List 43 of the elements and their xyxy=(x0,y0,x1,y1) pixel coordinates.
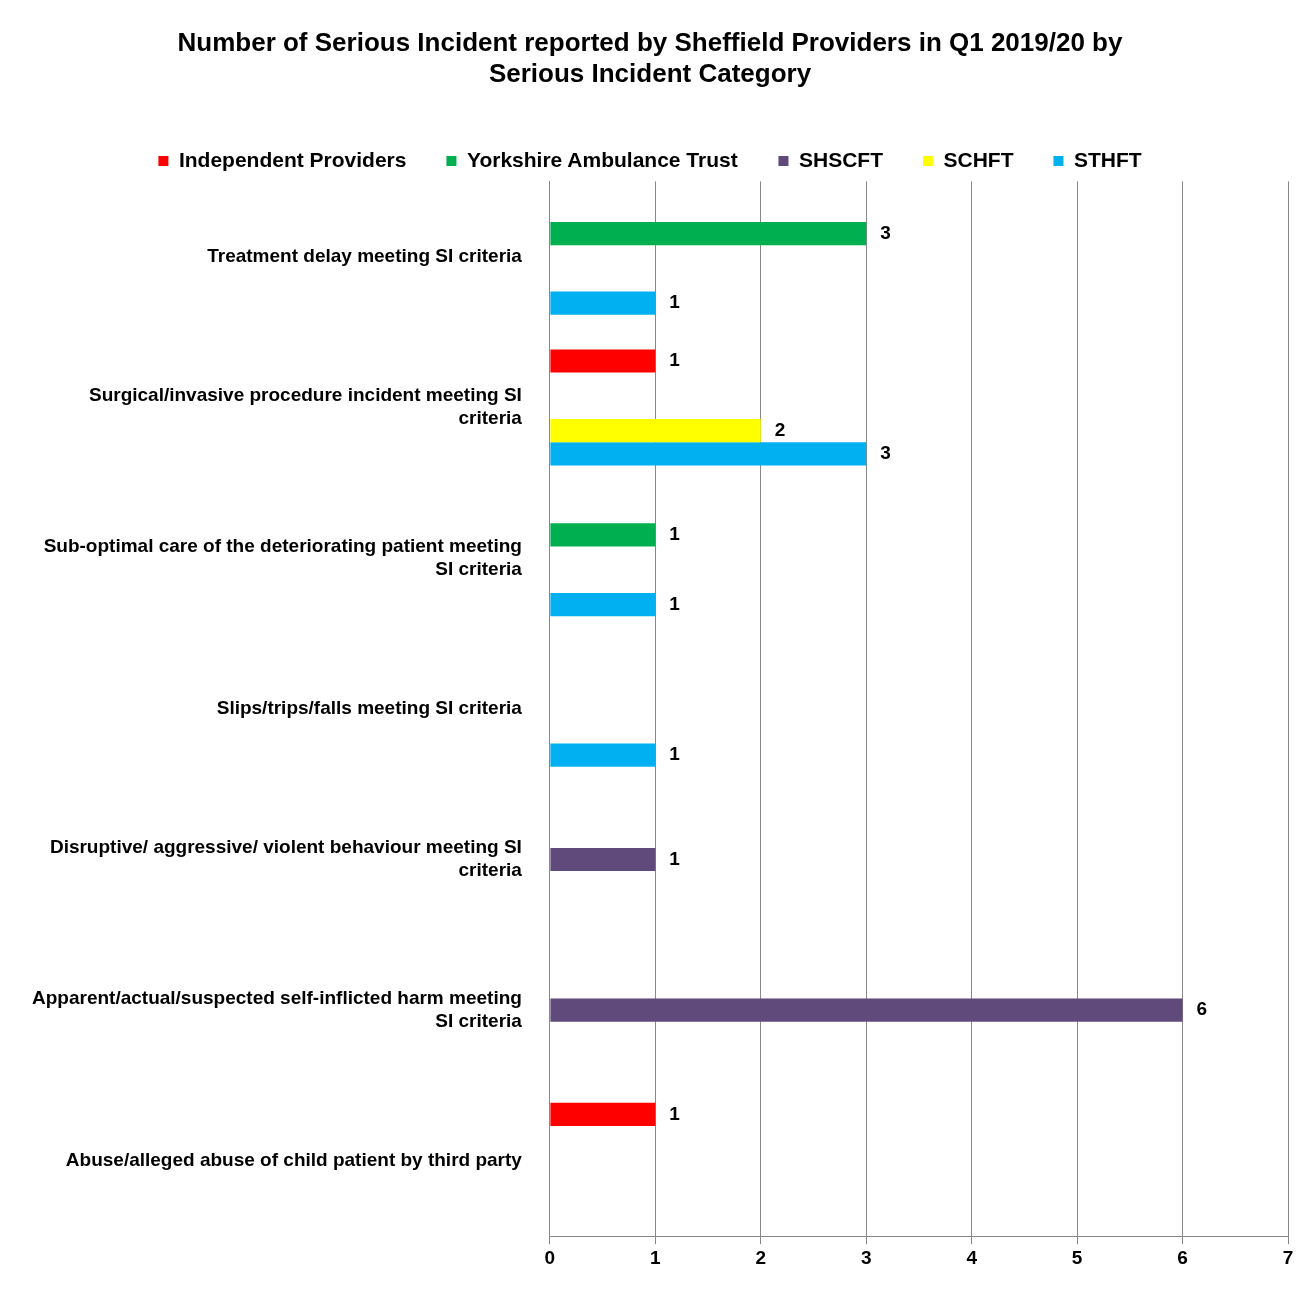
bar xyxy=(550,349,656,373)
legend-label: STHFT xyxy=(1073,147,1142,171)
data-label: 1 xyxy=(669,1102,681,1124)
legend-label: Independent Providers xyxy=(178,147,407,171)
legend-label: Yorkshire Ambulance Trust xyxy=(466,147,738,171)
bar xyxy=(550,523,656,547)
x-tick-label: 3 xyxy=(860,1246,872,1268)
data-label: 3 xyxy=(880,442,891,464)
y-tick-label: Slips/trips/falls meeting SI criteria xyxy=(216,697,523,719)
data-label: 1 xyxy=(669,847,681,869)
y-tick-label: Apparent/actual/suspected self-inflicted harm meeting SI criteria xyxy=(32,987,523,1031)
x-tick-label: 1 xyxy=(650,1246,662,1268)
x-tick-label: 2 xyxy=(755,1246,767,1268)
data-label: 1 xyxy=(669,743,681,765)
bar xyxy=(550,291,656,315)
bar xyxy=(550,847,656,872)
bar xyxy=(550,998,1183,1022)
y-tick-label: Treatment delay meeting SI criteria xyxy=(207,244,523,266)
data-label: 6 xyxy=(1196,998,1208,1020)
x-tick-label: 0 xyxy=(544,1246,556,1268)
y-tick-label: Disruptive/ aggressive/ violent behaviour meeting SI criteria xyxy=(49,836,523,881)
y-tick-label: Surgical/invasive procedure incident meeting SI criteria xyxy=(88,384,523,429)
x-tick-label: 4 xyxy=(966,1246,978,1268)
x-tick-label: 7 xyxy=(1282,1246,1294,1268)
y-tick-label: Abuse/alleged abuse of child patient by third party xyxy=(65,1149,523,1171)
data-label: 1 xyxy=(669,291,681,313)
legend-label: SCHFT xyxy=(943,147,1014,171)
x-tick-label: 6 xyxy=(1177,1246,1188,1268)
bar xyxy=(550,743,656,767)
chart-title: Number of Serious Incident reported by Sheffield Providers in Q1 2019/20 by Serious Incident Category xyxy=(177,26,1123,88)
x-tick-label: 5 xyxy=(1071,1246,1083,1268)
data-label: 2 xyxy=(774,418,786,440)
bar xyxy=(550,419,761,443)
data-label: 3 xyxy=(880,221,891,243)
bar xyxy=(550,221,867,246)
data-label: 1 xyxy=(669,349,681,371)
bar xyxy=(550,442,867,466)
y-tick-label: Sub-optimal care of the deteriorating patient meeting SI criteria xyxy=(43,534,523,579)
data-label: 1 xyxy=(669,523,681,545)
bar xyxy=(550,1102,656,1127)
bar xyxy=(550,592,656,617)
data-label: 1 xyxy=(669,592,681,614)
legend-label: SHSCFT xyxy=(798,147,884,171)
